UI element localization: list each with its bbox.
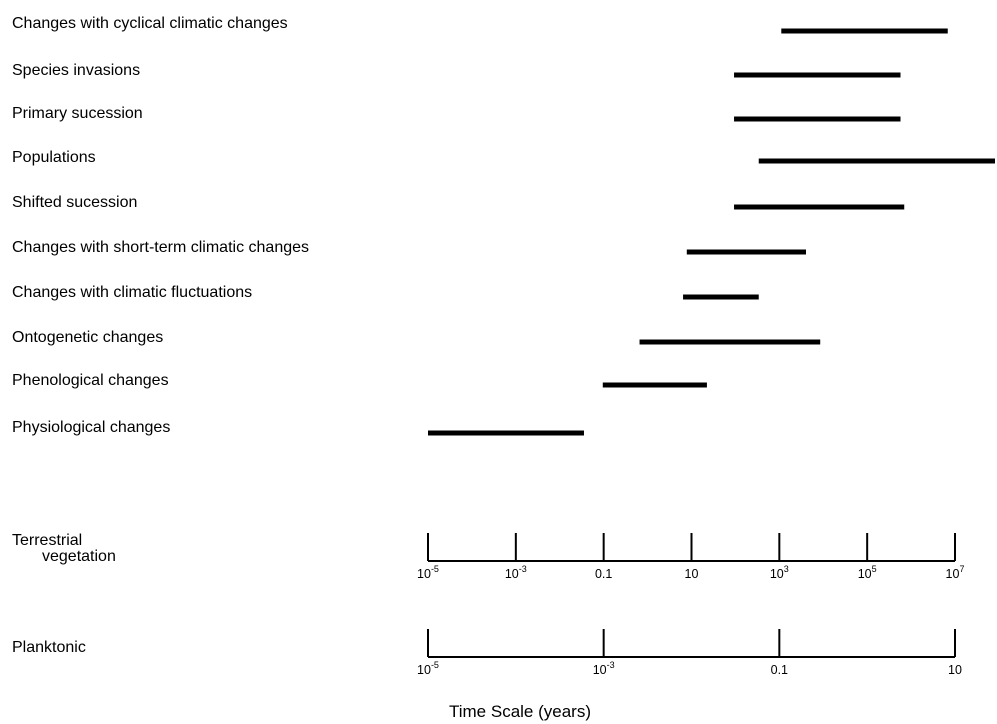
tick-base: 10 bbox=[948, 663, 962, 677]
tick-base: 10 bbox=[685, 567, 699, 581]
tick-label: 10 bbox=[948, 663, 962, 677]
x-axis-title: Time Scale (years) bbox=[449, 702, 591, 721]
range-label: Primary sucession bbox=[12, 105, 143, 122]
tick-base: 0.1 bbox=[771, 663, 788, 677]
tick-label: 10-3 bbox=[505, 564, 527, 581]
tick-base: 10 bbox=[770, 567, 784, 581]
tick-base: 10 bbox=[858, 567, 872, 581]
range-label: Ontogenetic changes bbox=[12, 329, 163, 346]
tick-exponent: 7 bbox=[959, 564, 964, 574]
tick-base: 0.1 bbox=[595, 567, 612, 581]
tick-base: 10 bbox=[505, 567, 519, 581]
tick-base: 10 bbox=[593, 663, 607, 677]
range-label: Phenological changes bbox=[12, 372, 169, 389]
ranges-layer: Changes with cyclical climatic changes Sp… bbox=[12, 15, 995, 436]
tick-base: 10 bbox=[417, 663, 431, 677]
tick-exponent: -5 bbox=[431, 564, 439, 574]
tick-label: 10-5 bbox=[417, 660, 439, 677]
tick-label: 107 bbox=[946, 564, 965, 581]
tick-exponent: -3 bbox=[519, 564, 527, 574]
range-label: Shifted sucession bbox=[12, 194, 137, 211]
axis-label: Terrestrial bbox=[12, 532, 82, 549]
range-label: Populations bbox=[12, 149, 96, 166]
range-label: Changes with short-term climatic changes bbox=[12, 239, 309, 256]
tick-label: 0.1 bbox=[595, 567, 612, 581]
tick-label: 0.1 bbox=[771, 663, 788, 677]
range-label: Changes with climatic fluctuations bbox=[12, 284, 252, 301]
tick-exponent: -3 bbox=[607, 660, 615, 670]
tick-label: 103 bbox=[770, 564, 789, 581]
tick-label: 105 bbox=[858, 564, 877, 581]
tick-base: 10 bbox=[946, 567, 960, 581]
tick-base: 10 bbox=[417, 567, 431, 581]
tick-label: 10-5 bbox=[417, 564, 439, 581]
range-label: Changes with cyclical climatic changes bbox=[12, 15, 288, 32]
axis-label: Planktonic bbox=[12, 639, 86, 656]
tick-exponent: -5 bbox=[431, 660, 439, 670]
tick-exponent: 5 bbox=[872, 564, 877, 574]
tick-label: 10-3 bbox=[593, 660, 615, 677]
tick-exponent: 3 bbox=[784, 564, 789, 574]
range-label: Physiological changes bbox=[12, 419, 170, 436]
axis-label: vegetation bbox=[42, 548, 116, 565]
range-label: Species invasions bbox=[12, 62, 140, 79]
tick-label: 10 bbox=[685, 567, 699, 581]
